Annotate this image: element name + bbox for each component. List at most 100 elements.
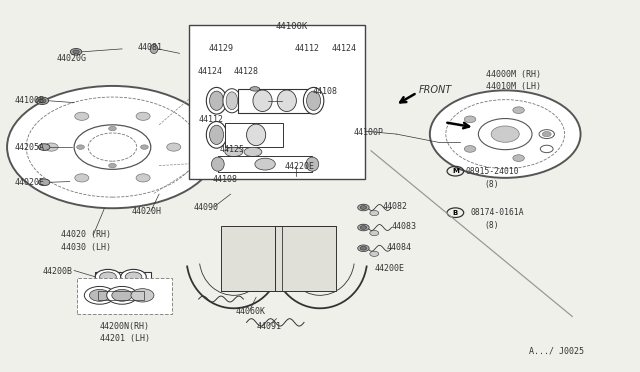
Circle shape <box>360 246 367 250</box>
Ellipse shape <box>306 157 319 171</box>
Text: 44112: 44112 <box>198 115 223 124</box>
Text: 44084: 44084 <box>387 243 412 251</box>
Text: 44201 (LH): 44201 (LH) <box>100 334 150 343</box>
Circle shape <box>73 50 79 54</box>
Circle shape <box>75 174 89 182</box>
Text: 44090: 44090 <box>193 203 218 212</box>
Circle shape <box>542 132 551 137</box>
Circle shape <box>109 126 116 131</box>
Circle shape <box>109 163 116 168</box>
Text: 08174-0161A: 08174-0161A <box>470 208 524 217</box>
Circle shape <box>141 145 148 149</box>
Circle shape <box>84 286 115 304</box>
Circle shape <box>38 179 50 186</box>
Ellipse shape <box>250 87 260 91</box>
Circle shape <box>464 116 476 123</box>
Circle shape <box>513 155 524 161</box>
Text: 44020E: 44020E <box>15 178 45 187</box>
Circle shape <box>121 269 147 284</box>
Bar <box>98 291 144 300</box>
Circle shape <box>131 289 154 302</box>
Circle shape <box>107 286 138 304</box>
Text: 44100P: 44100P <box>353 128 383 137</box>
Text: 44112: 44112 <box>294 44 319 52</box>
Text: 44129: 44129 <box>208 44 233 52</box>
Circle shape <box>513 107 524 113</box>
Text: 44030 (LH): 44030 (LH) <box>61 243 111 251</box>
Circle shape <box>255 158 275 170</box>
Circle shape <box>38 99 46 103</box>
Circle shape <box>491 126 519 142</box>
Circle shape <box>36 97 49 105</box>
Circle shape <box>74 125 151 169</box>
Circle shape <box>136 112 150 121</box>
Circle shape <box>358 204 369 211</box>
Text: 44108: 44108 <box>312 87 337 96</box>
Bar <box>221 226 282 291</box>
Text: M: M <box>452 168 459 174</box>
Ellipse shape <box>211 157 224 171</box>
Circle shape <box>430 90 580 178</box>
Circle shape <box>167 143 180 151</box>
Ellipse shape <box>253 90 272 112</box>
Bar <box>218 156 312 172</box>
Text: 44205A: 44205A <box>15 142 45 151</box>
Circle shape <box>543 131 554 137</box>
Ellipse shape <box>246 124 266 145</box>
Text: 44100K: 44100K <box>275 22 308 31</box>
Ellipse shape <box>206 122 227 148</box>
Text: 08915-24010: 08915-24010 <box>466 167 519 176</box>
Ellipse shape <box>206 87 227 114</box>
Text: 44060K: 44060K <box>236 307 266 316</box>
Text: A.../ J0025: A.../ J0025 <box>529 346 584 355</box>
Text: 44010M (LH): 44010M (LH) <box>486 82 541 91</box>
Text: 44124: 44124 <box>197 67 222 76</box>
Text: 44124: 44124 <box>332 44 356 52</box>
Ellipse shape <box>277 90 296 112</box>
Circle shape <box>77 145 84 149</box>
Ellipse shape <box>223 89 241 113</box>
Circle shape <box>358 245 369 251</box>
Text: 44000M (RH): 44000M (RH) <box>486 70 541 79</box>
Text: 44128: 44128 <box>234 67 259 76</box>
Text: 44083: 44083 <box>392 222 417 231</box>
Bar <box>189 25 365 179</box>
Bar <box>77 278 172 314</box>
Circle shape <box>75 112 89 121</box>
Circle shape <box>125 272 142 282</box>
Text: 44081: 44081 <box>138 42 163 51</box>
Circle shape <box>478 119 532 150</box>
Text: 44200N(RH): 44200N(RH) <box>100 322 150 331</box>
Circle shape <box>370 231 379 235</box>
Circle shape <box>100 272 116 282</box>
Circle shape <box>540 145 553 153</box>
Text: 44020H: 44020H <box>132 208 162 217</box>
Circle shape <box>539 130 554 138</box>
Circle shape <box>38 144 50 150</box>
Circle shape <box>95 269 121 284</box>
Circle shape <box>360 226 367 230</box>
Ellipse shape <box>307 91 321 110</box>
Ellipse shape <box>209 125 223 144</box>
Text: 44091: 44091 <box>256 321 281 331</box>
Text: 44200E: 44200E <box>374 264 404 273</box>
Circle shape <box>370 211 379 216</box>
Ellipse shape <box>226 92 237 110</box>
Circle shape <box>7 86 218 208</box>
Text: 44108: 44108 <box>212 175 237 184</box>
Text: 44020G: 44020G <box>57 54 87 62</box>
Circle shape <box>90 289 110 301</box>
Text: (8): (8) <box>484 180 499 189</box>
Text: 44200B: 44200B <box>42 267 72 276</box>
Circle shape <box>112 289 132 301</box>
Bar <box>238 89 314 113</box>
Circle shape <box>358 224 369 231</box>
Ellipse shape <box>244 147 262 157</box>
Circle shape <box>370 251 379 256</box>
Bar <box>275 226 336 291</box>
Ellipse shape <box>209 91 223 110</box>
Text: (8): (8) <box>484 221 499 230</box>
Circle shape <box>360 206 367 209</box>
Text: 44082: 44082 <box>383 202 408 211</box>
Text: 44020 (RH): 44020 (RH) <box>61 230 111 239</box>
